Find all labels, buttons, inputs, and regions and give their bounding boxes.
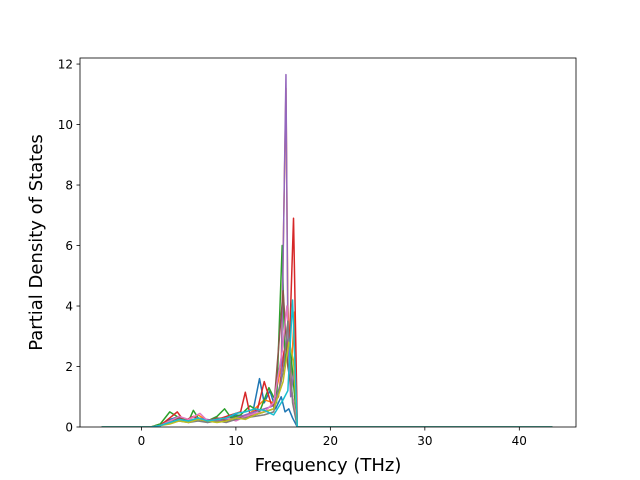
x-tick-label: 10 [228,434,243,448]
y-tick-label: 10 [58,118,73,132]
y-tick-label: 8 [65,179,73,193]
series-line-9 [101,341,553,427]
x-tick-label: 20 [323,434,338,448]
x-axis-label: Frequency (THz) [255,455,402,476]
x-tick-label: 40 [512,434,527,448]
y-axis-ticks: 0 2 4 6 8 10 12 [58,58,80,435]
y-tick-label: 0 [65,421,73,435]
y-tick-label: 12 [58,58,73,72]
x-tick-label: 30 [417,434,432,448]
series-line-10 [101,299,553,427]
x-tick-label: 0 [138,434,146,448]
y-tick-label: 4 [65,300,73,314]
plot-frame [79,57,577,428]
y-tick-label: 6 [65,239,73,253]
y-tick-label: 2 [65,360,73,374]
y-axis-label: Partial Density of States [26,134,47,351]
series-layer [101,73,553,427]
x-axis-ticks: 0 10 20 30 40 [138,427,527,448]
